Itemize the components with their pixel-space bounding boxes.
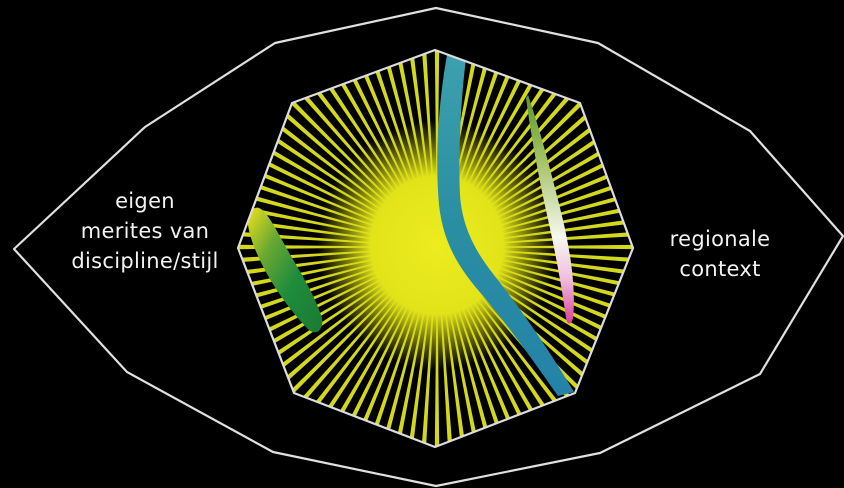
left-label: eigen merites van discipline/stijl [20,186,270,276]
right-label-line-2: context [679,257,761,281]
light-strip-shape [526,95,574,324]
octagon-outline [236,48,635,449]
right-label-line-1: regionale [669,227,771,251]
green-shape [247,207,323,333]
outer-eye-outline [12,6,844,488]
sunburst-ray [434,247,440,447]
left-label-line-1: eigen [115,189,175,213]
right-label: regionale context [634,224,806,284]
blue-band-shape [437,55,574,396]
sunburst-ray [238,244,437,250]
left-label-line-2: merites van [80,219,210,243]
left-label-line-3: discipline/stijl [71,249,219,273]
